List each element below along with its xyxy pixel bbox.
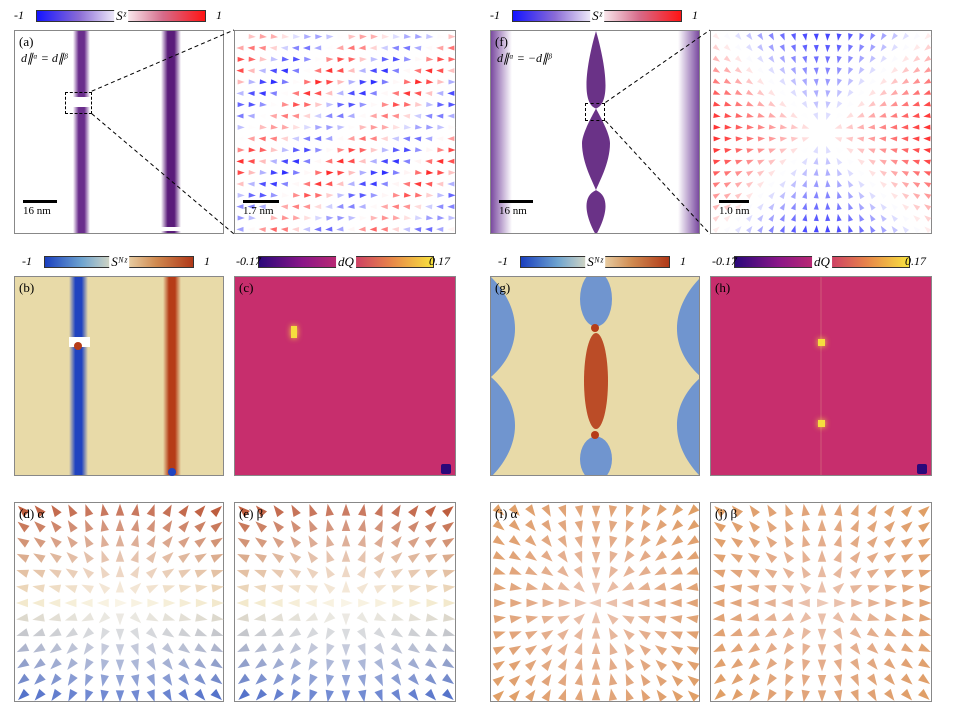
cb-max: 0.17 (429, 254, 450, 269)
cb-max: 1 (216, 8, 222, 23)
panel-label-j: (j) β (715, 506, 737, 522)
panel-d: (d) α (14, 502, 224, 702)
hotspot (818, 339, 825, 346)
scalebar-f: 16 nm (499, 200, 533, 217)
formula-f: d∥ᵅ = −d∥ᵝ (497, 51, 551, 66)
colorbar-title: dQ (812, 254, 832, 270)
panel-g-shapes (491, 277, 699, 475)
colorbar-title: dQ (336, 254, 356, 270)
colorbar-title: Sᶻ (114, 8, 128, 24)
panel-h: (h) (710, 276, 932, 476)
colorbar-SNz_b: Sᴺᶻ-11 (44, 256, 194, 268)
domain-wall (73, 31, 90, 233)
domain-wall (69, 277, 88, 475)
domain-wall (161, 31, 182, 233)
cb-min: -0.17 (712, 254, 737, 269)
colorbar-dQ_h: dQ-0.170.17 (734, 256, 910, 268)
colorbar-title: Sᴺᶻ (585, 254, 605, 270)
vector-field (491, 503, 701, 703)
figure-root: Sᶻ-11Sᶻ-11Sᴺᶻ-11dQ-0.170.17Sᴺᶻ-11dQ-0.17… (0, 0, 953, 723)
panel-label-d: (d) α (19, 506, 44, 522)
defect-dot (168, 468, 176, 476)
cb-min: -1 (22, 254, 32, 269)
cb-min: -0.17 (236, 254, 261, 269)
panel-label-g: (g) (495, 280, 510, 296)
coldspot (441, 464, 451, 474)
panel-e: (e) β (234, 502, 456, 702)
panel-label-h: (h) (715, 280, 730, 296)
cb-max: 1 (692, 8, 698, 23)
domain-wall (163, 277, 182, 475)
colorbar-Sz_f: Sᶻ-11 (512, 10, 682, 22)
panel-label-e: (e) β (239, 506, 263, 522)
panel-c: (c) (234, 276, 456, 476)
panel-label-f: (f) (495, 34, 508, 50)
panel-label-a: (a) (19, 34, 33, 50)
scalebar-text: 16 nm (23, 205, 57, 217)
faint-line (820, 277, 822, 475)
coldspot (917, 464, 927, 474)
hotspot (818, 420, 825, 427)
panel-label-i: (i) α (495, 506, 517, 522)
panel-f_zoom: 1.0 nm (710, 30, 932, 234)
zoom-box (65, 92, 92, 114)
panel-j: (j) β (710, 502, 932, 702)
colorbar-Sz_a: Sᶻ-11 (36, 10, 206, 22)
scalebar-a: 16 nm (23, 200, 57, 217)
vector-field (15, 503, 225, 703)
colorbar-title: Sᴺᶻ (109, 254, 129, 270)
scalebar-text: 1.7 nm (243, 205, 279, 217)
colorbar-SNz_g: Sᴺᶻ-11 (520, 256, 670, 268)
colorbar-title: Sᶻ (590, 8, 604, 24)
panel-f: (f)d∥ᵅ = −d∥ᵝ 16 nm (490, 30, 700, 234)
panel-i: (i) α (490, 502, 700, 702)
wall-break (161, 227, 182, 231)
zoom-box (585, 103, 606, 121)
scalebar-f_zoom: 1.0 nm (719, 200, 750, 217)
cb-max: 1 (204, 254, 210, 269)
panel-g: (g) (490, 276, 700, 476)
scalebar-text: 1.0 nm (719, 205, 750, 217)
scalebar-a_zoom: 1.7 nm (243, 200, 279, 217)
cb-max: 1 (680, 254, 686, 269)
panel-label-c: (c) (239, 280, 253, 296)
cb-max: 0.17 (905, 254, 926, 269)
scalebar-text: 16 nm (499, 205, 533, 217)
cb-min: -1 (498, 254, 508, 269)
panel-a: (a)d∥ᵅ = d∥ᵝ 16 nm (14, 30, 224, 234)
colorbar-dQ_c: dQ-0.170.17 (258, 256, 434, 268)
cb-min: -1 (490, 8, 500, 23)
formula-a: d∥ᵅ = d∥ᵝ (21, 51, 67, 66)
panel-label-b: (b) (19, 280, 34, 296)
cb-min: -1 (14, 8, 24, 23)
vector-field (711, 503, 933, 703)
panel-b: (b) (14, 276, 224, 476)
hotspot (291, 326, 297, 338)
vector-field (235, 503, 457, 703)
panel-a_zoom: 1.7 nm (234, 30, 456, 234)
